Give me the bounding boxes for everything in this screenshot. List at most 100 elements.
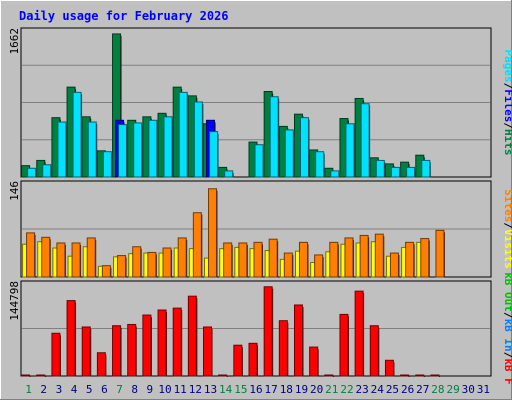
x-tick-label: 9 (147, 383, 154, 396)
legend: Sites/Visits (502, 189, 512, 269)
bar (132, 246, 142, 278)
bar (293, 304, 303, 377)
bar (375, 159, 385, 178)
legend-entry: kB F (502, 358, 512, 385)
bar (203, 326, 213, 377)
bar (57, 121, 67, 178)
x-tick-label: 14 (219, 383, 233, 396)
bar (369, 325, 379, 377)
x-tick-label: 26 (401, 383, 414, 396)
x-tick-label: 21 (325, 383, 338, 396)
bar (389, 252, 399, 278)
x-tick-label: 28 (431, 383, 444, 396)
bar (315, 151, 325, 178)
bar (102, 151, 112, 178)
bar (163, 116, 173, 178)
x-tick-label: 22 (340, 383, 353, 396)
bar (339, 313, 349, 377)
bar (405, 241, 415, 278)
bar (142, 314, 152, 377)
bar (284, 129, 294, 178)
bar (374, 233, 384, 278)
bar (208, 188, 218, 278)
bar (420, 238, 430, 278)
bar (112, 325, 122, 377)
panel-hits-files-pages: 1662 Pages/Files/Hits (8, 27, 512, 178)
bar (223, 242, 233, 278)
series-pages (27, 91, 431, 178)
bar (299, 117, 309, 178)
bar (172, 307, 182, 377)
bar (51, 332, 61, 377)
bar (187, 295, 197, 377)
bar (238, 242, 248, 278)
bar (278, 320, 288, 377)
x-tick-label: 19 (295, 383, 308, 396)
bar (41, 236, 51, 278)
bar (435, 229, 445, 278)
y-axis-max-label: 144798 (8, 281, 21, 321)
bar (133, 122, 143, 178)
legend-entry: Sites (502, 189, 512, 222)
series-sites (26, 188, 445, 278)
bar (254, 144, 264, 178)
bar (415, 374, 425, 377)
legend-entry: / (502, 83, 512, 90)
x-tick-label: 23 (356, 383, 369, 396)
x-tick-label: 11 (174, 383, 187, 396)
legend: kB Out/kB In/kB F (502, 272, 512, 385)
bar (177, 237, 187, 278)
bar (345, 123, 355, 178)
legend-entry: Files (502, 89, 512, 122)
bar (354, 290, 364, 377)
x-tick-label: 25 (386, 383, 399, 396)
series-kb-f (21, 286, 440, 377)
x-tick-label: 31 (477, 383, 490, 396)
bar (359, 234, 369, 278)
bar (360, 103, 370, 178)
bar (162, 247, 172, 278)
x-tick-label: 4 (71, 383, 78, 396)
bar (309, 346, 319, 377)
bar (117, 255, 127, 278)
x-tick-label: 7 (116, 383, 123, 396)
y-axis-max-label: 146 (8, 181, 21, 201)
bar (192, 212, 202, 278)
x-tick-label: 6 (101, 383, 108, 396)
bar (430, 374, 440, 377)
x-tick-label: 24 (371, 383, 385, 396)
x-tick-label: 3 (56, 383, 63, 396)
bar (268, 238, 278, 278)
x-tick-label: 16 (249, 383, 262, 396)
bar (148, 119, 158, 178)
bar (96, 352, 106, 377)
legend: Pages/Files/Hits (502, 50, 512, 156)
legend-entry: Visits (502, 229, 512, 269)
bar (178, 91, 188, 178)
x-tick-label: 20 (310, 383, 323, 396)
bar (26, 232, 36, 278)
y-axis-max-label: 1662 (8, 28, 21, 55)
bar (218, 374, 228, 377)
bar (66, 300, 76, 377)
bar (71, 242, 81, 278)
legend-entry: / (502, 122, 512, 129)
bar (224, 170, 234, 178)
bar (127, 323, 137, 377)
bar (21, 374, 31, 377)
bar (283, 252, 293, 278)
x-tick-label: 1 (25, 383, 32, 396)
legend-entry: / (502, 222, 512, 229)
x-tick-label: 30 (462, 383, 475, 396)
bar (400, 374, 410, 377)
bar (330, 170, 340, 178)
legend-entry: / (502, 312, 512, 319)
x-tick-label: 8 (131, 383, 138, 396)
bar (42, 164, 52, 178)
legend-entry: Hits (502, 129, 512, 156)
bar (406, 166, 416, 178)
chart-title: Daily usage for February 2026 (19, 9, 229, 23)
bar (87, 121, 97, 178)
bar (421, 159, 431, 178)
